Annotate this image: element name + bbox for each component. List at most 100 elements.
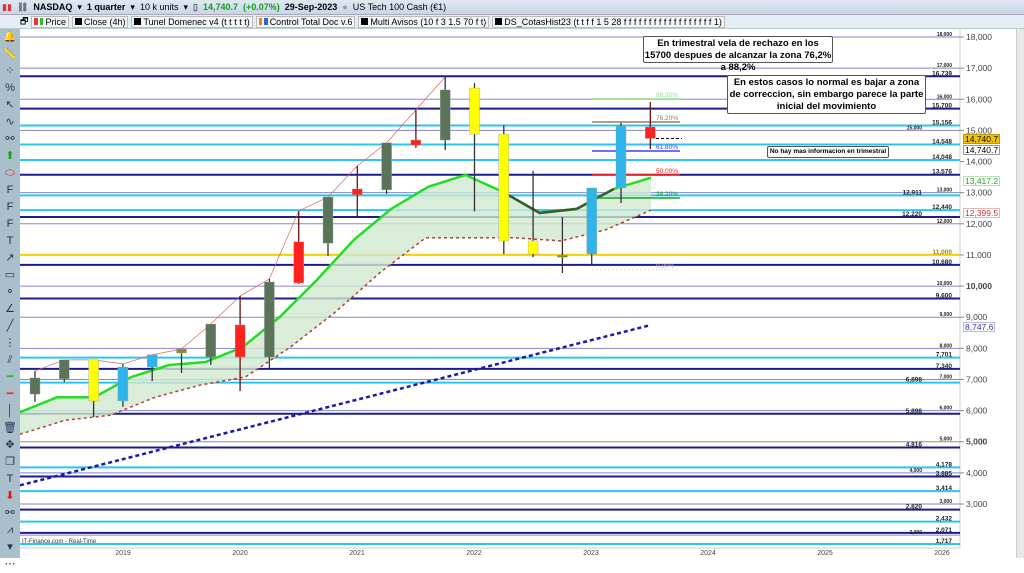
- chevron-down-icon[interactable]: ▾: [130, 1, 135, 12]
- copy-tool-icon[interactable]: ❐: [5, 456, 15, 468]
- text-tool-icon[interactable]: T: [6, 235, 14, 247]
- candle: [469, 83, 480, 212]
- angle-tool-icon[interactable]: ∠: [5, 303, 15, 315]
- level-label: 12,911: [902, 189, 922, 196]
- blue-indicator-tag: 8,747.6: [963, 322, 996, 332]
- text-box-tool-icon[interactable]: T: [6, 473, 14, 485]
- segment-tool-icon[interactable]: ⚬: [5, 286, 15, 298]
- alert-bell-tool-icon[interactable]: 🔔: [3, 31, 17, 43]
- candle-body: [264, 281, 275, 358]
- level-label: 15,700: [932, 103, 952, 110]
- indicator-color-icon: [74, 18, 82, 25]
- indicator-0[interactable]: Price: [31, 15, 69, 28]
- candles-icon[interactable]: ▮▮: [2, 1, 12, 12]
- tunnel-lower-line: [19, 209, 652, 435]
- top-toolbar: ▮▮ ⛓ NASDAQ ▾ 1 quarter ▾ 10 k units ▾ ▯ 14…: [0, 0, 1024, 15]
- arrow-down-tool-icon[interactable]: ⬇: [5, 490, 15, 502]
- fib-label: 61.80%: [656, 144, 678, 151]
- fibo-levels-tool-icon[interactable]: F: [6, 201, 14, 213]
- timeframe-selector[interactable]: 1 quarter: [86, 2, 126, 12]
- arrow-up-tool-icon[interactable]: ⬆: [5, 150, 15, 162]
- x-tick-label: 2022: [466, 550, 482, 557]
- level-label: 14,048: [932, 154, 952, 161]
- indicator-color-icon: [134, 18, 142, 25]
- chevron-down-icon[interactable]: ▾: [77, 1, 82, 12]
- ellipse-tool-icon[interactable]: ⬭: [5, 167, 15, 179]
- link-tool-icon[interactable]: ⚯: [5, 507, 15, 519]
- trash-tool-icon[interactable]: 🗑: [3, 422, 17, 434]
- drawing-toolbar: 🔔 📏 ⁘% ↖ ∿ ⚯ ⬆ ⬭ F F F T ↗ ▭ ⚬ ∠ ╱ ⋮ ⫽ ━ ━ │ 🗑 ✥ ❐ T ⬇ ⚯ ⩘ ▾ ⋯: [0, 29, 20, 570]
- window-icon[interactable]: 🗗: [20, 15, 29, 26]
- link-icon[interactable]: ⛓: [16, 1, 29, 12]
- candle-body: [29, 377, 41, 395]
- candle: [264, 278, 275, 368]
- arrow-tool-icon[interactable]: ↗: [5, 252, 15, 264]
- candle: [586, 187, 597, 266]
- level-label: 15,000: [907, 125, 923, 131]
- indicator-label: DS_CotasHist23 (t t f f 1 5 28 f f f f f…: [504, 16, 722, 27]
- annotation-correction[interactable]: En estos casos lo normal es bajar a zona…: [727, 75, 926, 114]
- chain-tool-icon[interactable]: ⚯: [5, 133, 15, 145]
- green-hline-tool-icon[interactable]: ━: [6, 371, 14, 383]
- channel-tool-icon[interactable]: ⫽: [7, 354, 13, 366]
- y-tick-label: 11,000: [966, 250, 992, 260]
- indicator-2[interactable]: Tunel Domenec v4 (t t t t t): [131, 15, 253, 28]
- price-change: (+0.07%): [243, 2, 280, 12]
- indicator-4[interactable]: Multi Avisos (10 f 3 1.5 70 f t): [358, 15, 490, 28]
- x-tick-label: 2023: [583, 550, 599, 557]
- price-axis: [960, 29, 1016, 558]
- level-label: 2,000: [909, 530, 922, 536]
- level-label: 12,000: [937, 219, 953, 225]
- candle: [176, 348, 187, 373]
- units-selector[interactable]: 10 k units: [139, 2, 179, 12]
- candle: [527, 170, 539, 258]
- level-label: 11,000: [932, 249, 952, 256]
- vertical-segment-tool-icon[interactable]: ⋮: [4, 337, 16, 349]
- candle-body: [352, 188, 363, 196]
- candle-body: [322, 196, 334, 244]
- level-label: 4,178: [936, 461, 953, 468]
- indicator-label: Multi Avisos (10 f 3 1.5 70 f t): [370, 16, 487, 27]
- candle: [381, 142, 392, 194]
- candle: [322, 196, 334, 256]
- vertical-line-tool-icon[interactable]: │: [6, 405, 14, 417]
- indicator-bar: 🗗 Price Close (4h) Tunel Domenec v4 (t t t …: [0, 15, 1024, 29]
- pause-icon[interactable]: ▯: [193, 1, 198, 12]
- ruler-tool-icon[interactable]: 📏: [3, 48, 17, 60]
- percent-tool-icon[interactable]: %: [5, 82, 15, 94]
- trendline-tool-icon[interactable]: ╱: [6, 320, 14, 332]
- indicator-5[interactable]: DS_CotasHist23 (t t f f 1 5 28 f f f f f…: [492, 15, 725, 28]
- indicator-tool-icon[interactable]: ⩘: [6, 524, 14, 536]
- candle: [234, 296, 246, 391]
- fibonacci-labels-tool-icon[interactable]: ⁘: [5, 65, 15, 77]
- expand-tool-icon[interactable]: ▾: [7, 541, 13, 553]
- level-label: 10,680: [932, 259, 952, 266]
- annotation-rejection[interactable]: En trimestral vela de rechazo en los 157…: [643, 36, 833, 73]
- candle-body: [59, 359, 70, 380]
- level-label: 2,432: [936, 516, 953, 523]
- more-tool-icon[interactable]: ⋯: [4, 558, 16, 570]
- level-label: 6,000: [939, 406, 952, 412]
- vertical-scrollbar[interactable]: [1016, 29, 1024, 558]
- symbol-selector[interactable]: NASDAQ: [33, 2, 73, 12]
- cursor-tool-icon[interactable]: ↖: [5, 99, 15, 111]
- rectangle-tool-icon[interactable]: ▭: [4, 269, 16, 281]
- price-chart[interactable]: 18,00017,00016,73916,00015,70015,15615,0…: [0, 0, 1024, 558]
- level-label: 2,071: [936, 527, 953, 534]
- level-label: 10,000: [937, 281, 953, 287]
- indicator-1[interactable]: Close (4h): [71, 15, 129, 28]
- chevron-down-icon[interactable]: ▾: [183, 1, 188, 12]
- annotation-no-info[interactable]: No hay mas informacion en trimestral: [767, 146, 889, 158]
- fibo-fan-tool-icon[interactable]: F: [6, 184, 14, 196]
- level-label: 3,414: [936, 485, 953, 492]
- last-price-tag-2: 14,740.7: [963, 145, 1001, 155]
- move-tool-icon[interactable]: ✥: [5, 439, 15, 451]
- elliott-wave-tool-icon[interactable]: ∿: [5, 116, 15, 128]
- fibo-retrace-tool-icon[interactable]: F: [6, 218, 14, 230]
- indicator-3[interactable]: Control Total Doc v.6: [255, 15, 356, 28]
- candle-body: [410, 139, 422, 146]
- candle: [645, 102, 656, 150]
- red-hline-tool-icon[interactable]: ━: [6, 388, 14, 400]
- candle-body: [117, 366, 129, 402]
- last-price-tag: 14,740.7: [963, 134, 1001, 144]
